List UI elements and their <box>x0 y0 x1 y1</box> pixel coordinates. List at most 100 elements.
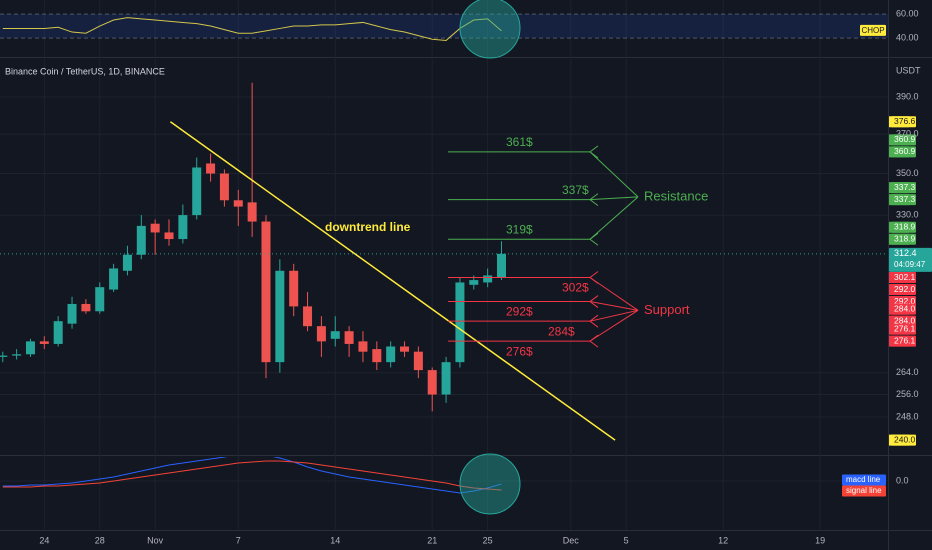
level-tag <box>891 221 916 233</box>
candle-body <box>233 200 243 207</box>
chop-pane <box>0 13 888 41</box>
candle-body <box>206 163 216 174</box>
highlight-circle <box>459 453 521 515</box>
level-tag-text: 337.3 <box>894 194 916 204</box>
level-arrowhead <box>589 295 599 308</box>
trend-tag-text: 240.0 <box>894 434 916 444</box>
x-tick-label: 14 <box>330 535 340 545</box>
level-arrow-line <box>589 309 639 342</box>
candle-body <box>358 341 368 352</box>
candle-body <box>344 331 354 344</box>
candle-body <box>303 306 313 327</box>
level-label: 284$ <box>548 324 575 338</box>
candle-body <box>316 326 326 342</box>
level-tag-text: 276.1 <box>894 323 916 333</box>
axis-unit: USDT <box>896 65 921 75</box>
x-tick-label: Nov <box>147 535 164 545</box>
candle-body <box>39 341 49 344</box>
trendline-label: downtrend line <box>325 220 411 234</box>
chop-tick-label: 60.00 <box>896 8 919 18</box>
chop-line <box>2 17 502 41</box>
level-tag-text: 292.0 <box>894 284 916 294</box>
last-price-tag <box>889 247 932 272</box>
x-tick-label: 7 <box>236 535 241 545</box>
level-group-label: Support <box>644 302 690 317</box>
level-tag-text: 276.1 <box>894 335 916 345</box>
candle-body <box>247 202 257 222</box>
level-arrow-line <box>589 196 639 240</box>
level-tag-text: 337.3 <box>894 182 916 192</box>
level-label: 276$ <box>506 344 533 358</box>
level-label: 337$ <box>562 183 589 197</box>
candle-body <box>413 351 423 371</box>
candle-body <box>192 167 202 216</box>
x-tick-label: 21 <box>427 535 437 545</box>
candle-body <box>67 303 77 324</box>
level-tag <box>891 272 916 284</box>
level-tag <box>891 335 916 347</box>
x-tick-label: 12 <box>718 535 728 545</box>
candle-body <box>483 275 493 283</box>
x-tick-label: 24 <box>39 535 49 545</box>
candle-body <box>136 225 146 255</box>
level-tag <box>891 182 916 194</box>
candle-body <box>275 270 285 363</box>
level-tag-text: 360.9 <box>894 134 916 144</box>
candle-body <box>178 215 188 240</box>
legend-label: macd line <box>846 475 881 484</box>
candle-body <box>219 173 229 201</box>
level-tag-text: 292.0 <box>894 296 916 306</box>
y-tick-label: 256.0 <box>896 389 919 399</box>
grid <box>0 0 888 530</box>
candle-body <box>386 346 396 363</box>
trend-tag <box>891 116 916 128</box>
candle-body <box>109 268 119 290</box>
trend-tag-text: 376.6 <box>894 116 916 126</box>
candle-body <box>372 349 382 363</box>
candle-body <box>455 282 465 363</box>
legend-tag <box>842 474 886 486</box>
macd-series-line <box>2 460 502 491</box>
y-tick-label: 350.0 <box>896 168 919 178</box>
macd-series-line <box>2 457 502 494</box>
level-group-label: Resistance <box>644 188 708 203</box>
level-arrowhead <box>589 145 599 159</box>
candle-body <box>12 354 22 356</box>
annotations: 376.6 240.0 361$ 360.9 360.9 337$ 337.3 337.3 31… <box>506 116 932 497</box>
candle-body <box>25 341 35 355</box>
candle-body <box>53 321 63 344</box>
level-label: 302$ <box>562 281 589 295</box>
x-tick-label: Dec <box>563 535 580 545</box>
level-tag-text: 302.1 <box>894 272 916 282</box>
candle-body <box>164 232 174 240</box>
price-pane <box>0 82 888 441</box>
level-tag-text: 284.0 <box>894 303 916 313</box>
trendline <box>169 121 616 441</box>
chop-tick-label: 40.00 <box>896 32 919 42</box>
candle-body <box>330 331 340 339</box>
candle-body <box>496 253 506 278</box>
chart-title: Binance Coin / TetherUS, 1D, BINANCE <box>5 66 165 76</box>
legend-label: signal line <box>846 486 882 495</box>
chop-band <box>0 14 888 39</box>
level-tag-text: 318.9 <box>894 234 916 244</box>
level-arrowhead <box>589 314 599 328</box>
level-label: 319$ <box>506 222 533 236</box>
candle-body <box>150 223 160 233</box>
macd-pane <box>2 457 502 494</box>
level-arrow-line <box>589 309 639 322</box>
level-tag-text: 284.0 <box>894 315 916 325</box>
level-tag-text: 360.9 <box>894 146 916 156</box>
level-tag <box>891 284 916 296</box>
candle-body <box>95 287 105 312</box>
level-arrow-line <box>589 196 639 201</box>
x-tick-label: 25 <box>483 535 493 545</box>
y-tick-label: 248.0 <box>896 411 919 421</box>
x-tick-label: 5 <box>624 535 629 545</box>
highlight-circle <box>459 0 521 59</box>
level-tag-text: 318.9 <box>894 222 916 232</box>
candle-body <box>441 362 451 395</box>
level-arrowhead <box>589 271 599 284</box>
candle-body <box>469 280 479 285</box>
level-arrow-line <box>589 151 639 198</box>
